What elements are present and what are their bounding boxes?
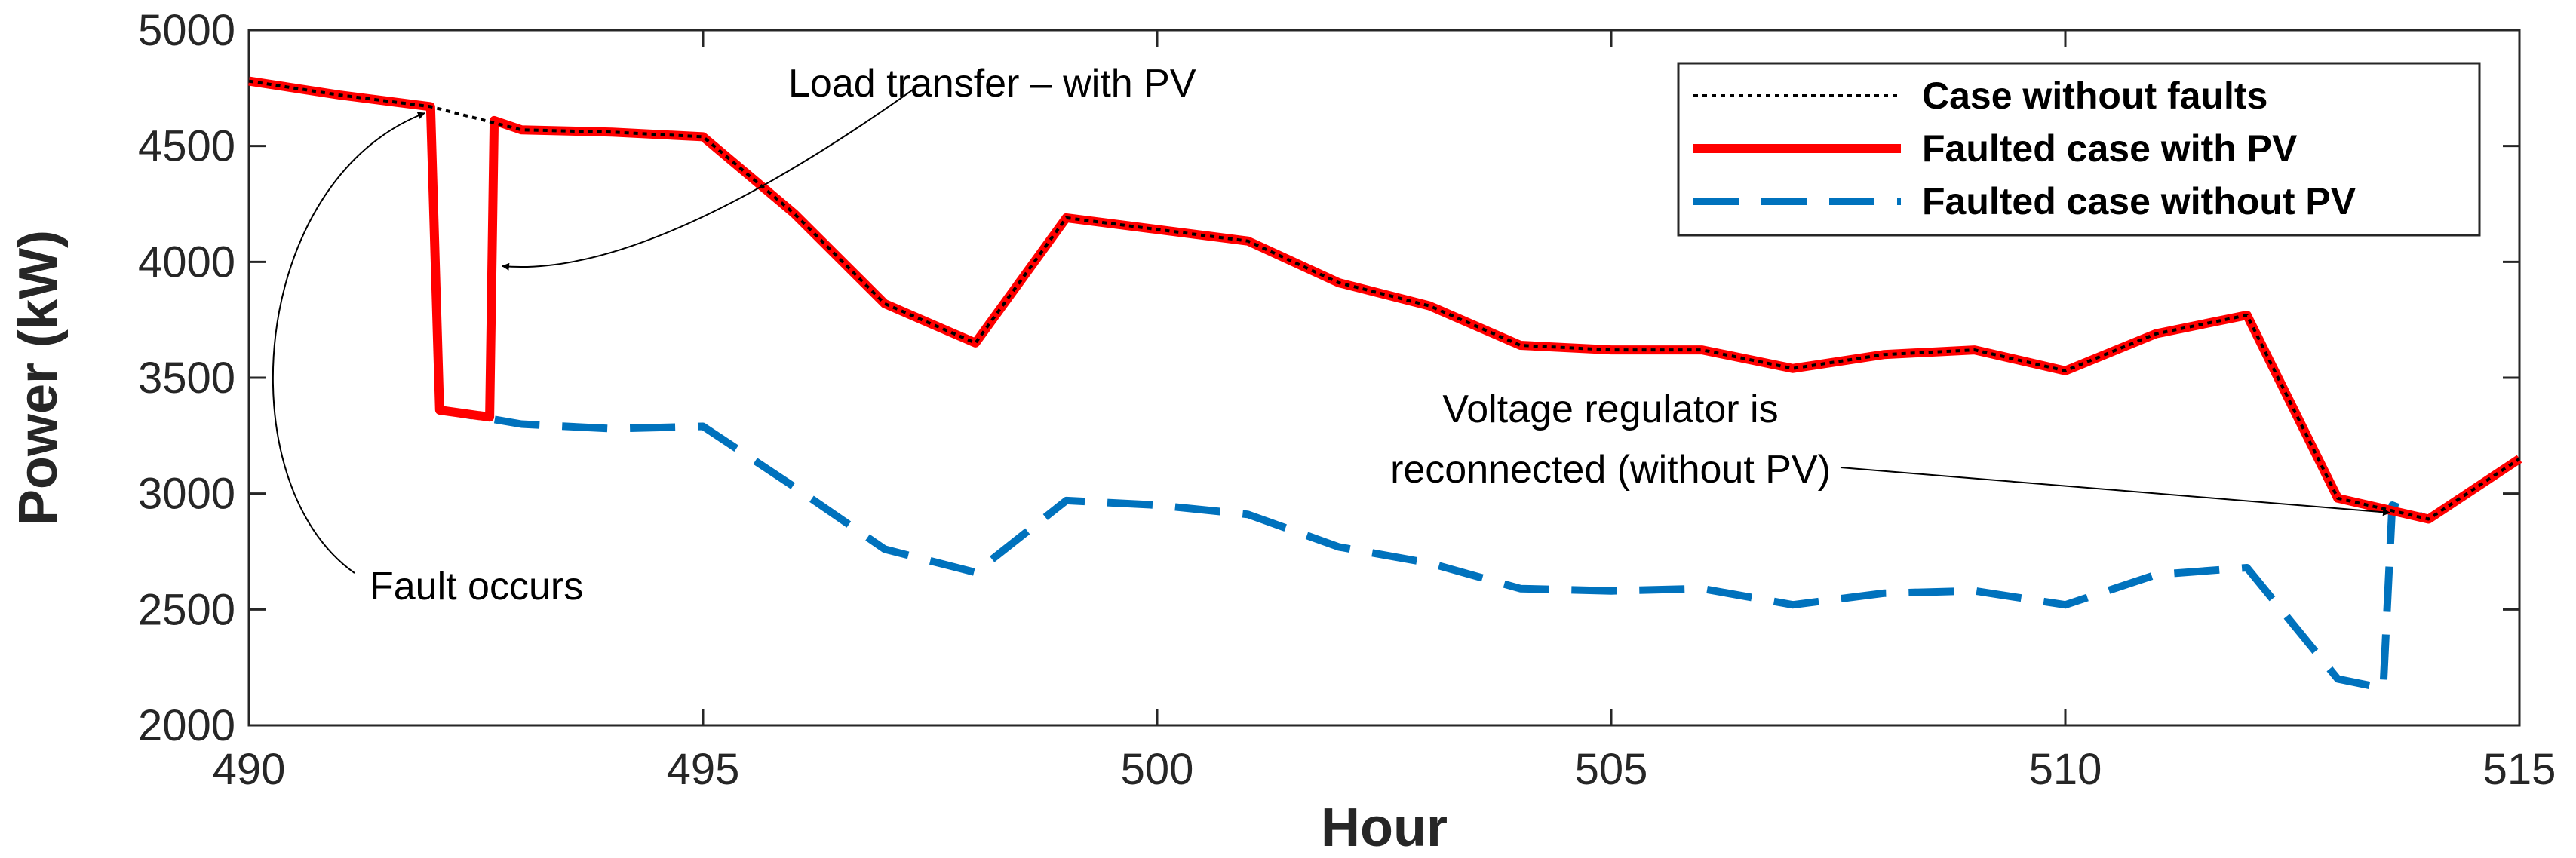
y-tick-label: 3500 — [138, 354, 235, 403]
x-tick-labels: 490 495 500 505 510 515 — [213, 745, 2556, 794]
voltage-regulator-arrow — [1840, 467, 2390, 516]
x-tick-label: 490 — [213, 745, 286, 794]
x-tick-label: 515 — [2483, 745, 2556, 794]
y-tick-label: 4000 — [138, 237, 235, 287]
annotation-voltage-regulator-line2: reconnected (without PV) — [1390, 448, 1831, 492]
series-without-faults — [248, 79, 2521, 521]
series-faulted-without-pv — [248, 77, 2522, 692]
x-tick-label: 495 — [667, 745, 740, 794]
legend-label-with-pv: Faulted case with PV — [1922, 127, 2298, 170]
legend: Case without faults Faulted case with PV… — [1677, 62, 2481, 237]
series-layer — [248, 76, 2522, 692]
x-tick-label: 500 — [1121, 745, 1194, 794]
load-transfer-arrow — [502, 84, 921, 271]
annotation-load-transfer: Load transfer – with PV — [788, 62, 1196, 106]
x-axis-label: Hour — [1321, 798, 1448, 858]
y-tick-label: 3000 — [138, 470, 235, 519]
fault-occurs-arrow — [272, 112, 425, 574]
y-tick-label: 5000 — [138, 6, 235, 55]
x-tick-label: 505 — [1575, 745, 1648, 794]
annotation-fault-occurs: Fault occurs — [370, 565, 583, 608]
y-tick-labels: 2000 2500 3000 3500 4000 4500 5000 — [138, 6, 235, 750]
axis-ticks — [247, 29, 2521, 727]
annotation-voltage-regulator-line1: Voltage regulator is — [1442, 388, 1778, 431]
y-tick-label: 2500 — [138, 585, 235, 634]
y-axis-label: Power (kW) — [8, 230, 69, 526]
y-tick-label: 2000 — [138, 701, 235, 750]
legend-label-without-pv: Faulted case without PV — [1922, 180, 2356, 222]
y-tick-label: 4500 — [138, 122, 235, 171]
x-tick-label: 510 — [2029, 745, 2102, 794]
legend-label-no-faults: Case without faults — [1922, 75, 2267, 117]
